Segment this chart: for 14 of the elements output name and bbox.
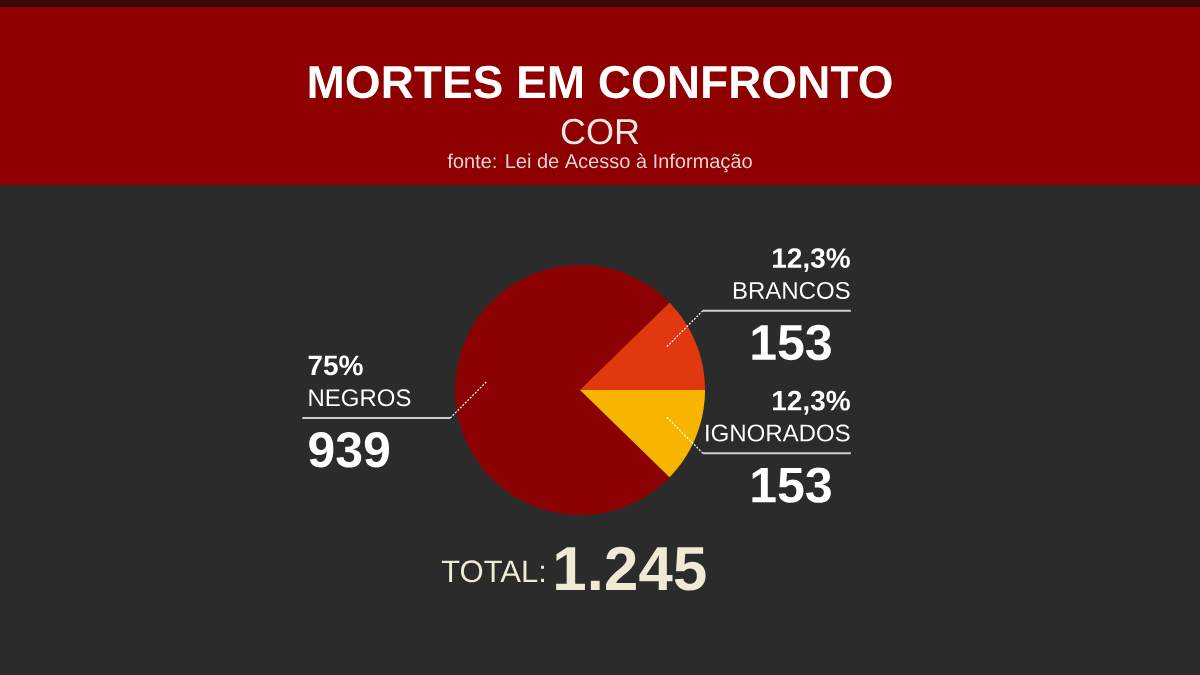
source-note: fonte: Lei de Acesso à Informação (447, 153, 752, 173)
text: 1.245 (556, 546, 706, 591)
slice-label: BRANCOS (733, 281, 850, 299)
slice-label: IGNORADOS (706, 424, 850, 442)
text: 12,3% (773, 248, 850, 273)
data-label: 153 (752, 324, 831, 361)
slice-label: NEGROS (309, 389, 411, 407)
text: 75% (308, 355, 363, 376)
chart-subtitle: COR (561, 118, 639, 145)
chart-title: MORTES EM CONFRONTO (309, 65, 892, 99)
data-label: 153 (752, 467, 831, 503)
text: 12,3% (773, 390, 850, 415)
data-label: 939 (309, 432, 390, 468)
text: TOTAL: (441, 560, 544, 583)
